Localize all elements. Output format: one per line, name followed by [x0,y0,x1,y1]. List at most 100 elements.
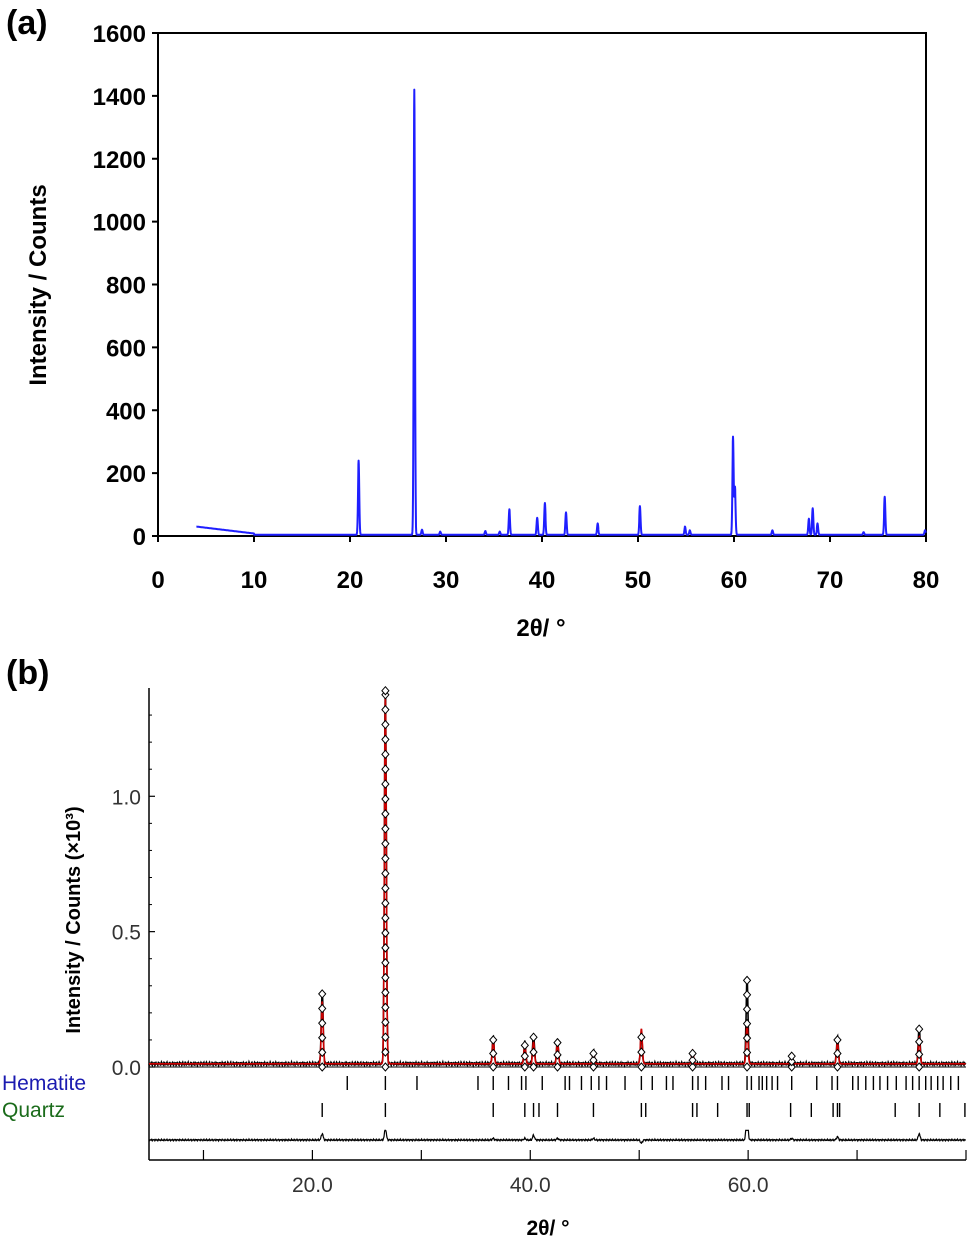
panel-b-difference-curve [148,1129,967,1144]
observed-point-marker [381,764,390,774]
panel-b-x-axis-label: 2θ/ ° [526,1217,569,1240]
observed-point-marker [381,987,390,998]
x-tick-label: 30 [433,567,460,594]
observed-point-marker [637,1032,646,1042]
observed-point-marker [553,1050,562,1060]
observed-point-marker [381,809,390,819]
y-tick-label: 0.0 [112,1057,141,1080]
x-tick-label: 80 [913,567,940,594]
observed-point-marker [637,1047,646,1057]
observed-point-marker [529,1047,538,1057]
observed-point-marker [381,749,390,760]
observed-point-marker [589,1062,598,1072]
y-tick-label: 1400 [93,84,146,111]
panel-a-y-axis-label: Intensity / Counts [25,184,52,385]
observed-point-marker [520,1051,529,1061]
observed-point-marker [381,719,390,730]
observed-point-marker [520,1040,529,1051]
panel-b-observed-line [148,687,967,1069]
x-tick-label: 0 [151,567,164,594]
observed-point-marker [833,1062,842,1072]
x-tick-label: 20.0 [292,1174,333,1197]
x-tick-label: 20 [337,567,364,594]
y-tick-label: 800 [106,273,146,300]
y-tick-label: 1000 [93,210,146,237]
observed-point-marker [742,1018,752,1029]
observed-point-marker [529,1032,538,1042]
panel-b: (b) 0.0 0.5 1.0 20.0 40.0 60.0 Hematite Quar… [2,654,967,1240]
observed-point-marker [489,1048,498,1059]
observed-point-marker [742,1004,752,1015]
y-tick-label: 600 [106,335,146,362]
y-tick-label: 200 [106,461,146,488]
phase-label-hematite: Hematite [2,1072,86,1095]
x-tick-label: 50 [625,567,652,594]
observed-point-marker [381,1062,390,1072]
x-tick-label: 10 [241,567,268,594]
observed-point-marker [381,704,390,715]
observed-point-marker [318,1018,327,1028]
observed-point-marker [742,1047,752,1058]
observed-point-marker [381,883,390,894]
panel-a: (a) 0 200 400 600 800 1000 1200 1400 1600 0 10 20 3… [6,4,939,642]
x-tick-label: 60 [721,567,748,594]
observed-point-marker [318,1003,327,1014]
observed-point-marker [589,1048,598,1059]
observed-point-marker [381,1032,390,1042]
observed-point-marker [914,1036,924,1047]
panel-b-observed-markers [318,685,924,1072]
observed-point-marker [742,990,752,1000]
phase-label-quartz: Quartz [2,1099,65,1122]
observed-point-marker [318,989,327,999]
observed-point-marker [914,1024,924,1034]
observed-point-marker [381,958,390,968]
observed-point-marker [318,1062,327,1072]
x-tick-label: 40.0 [510,1174,551,1197]
observed-point-marker [787,1051,796,1061]
panel-a-x-ticks: 0 10 20 30 40 50 60 70 80 [151,536,939,594]
observed-point-marker [381,779,390,789]
observed-point-marker [381,685,390,696]
y-tick-label: 400 [106,398,146,425]
observed-point-marker [381,943,390,953]
observed-point-marker [381,1017,390,1028]
y-tick-label: 0 [133,524,146,551]
observed-point-marker [742,1033,752,1043]
observed-point-marker [529,1062,538,1072]
panel-b-calculated-line [149,698,966,1065]
panel-b-label: (b) [6,654,49,692]
observed-point-marker [489,1062,498,1072]
y-tick-label: 1200 [93,147,146,174]
observed-point-marker [381,972,390,983]
observed-point-marker [489,1035,498,1045]
observed-point-marker [742,1062,752,1072]
observed-point-marker [381,853,390,864]
panel-b-y-axis-label: Intensity / Counts (×10³) [63,806,85,1033]
observed-point-marker [742,975,752,986]
panel-a-x-axis-label: 2θ/ ° [516,615,565,642]
x-tick-label: 40 [529,567,556,594]
observed-point-marker [381,1047,390,1057]
observed-point-marker [637,1062,646,1072]
observed-point-marker [553,1037,562,1048]
panel-b-y-ticks: 0.0 0.5 1.0 [112,714,155,1080]
observed-point-marker [688,1048,697,1059]
panel-a-label: (a) [6,4,48,42]
panel-a-y-ticks: 0 200 400 600 800 1000 1200 1400 1600 [93,21,158,551]
observed-point-marker [381,838,390,849]
y-tick-label: 1.0 [112,786,141,809]
observed-point-marker [381,794,390,804]
panel-b-x-ticks: 20.0 40.0 60.0 [202,1150,967,1197]
y-tick-label: 0.5 [112,922,141,945]
y-tick-label: 1600 [93,21,146,48]
observed-point-marker [318,1047,327,1058]
observed-point-marker [381,928,390,938]
x-tick-label: 60.0 [728,1174,769,1197]
panel-a-frame [157,32,927,537]
observed-point-marker [381,868,390,879]
observed-point-marker [833,1048,842,1059]
observed-point-marker [381,1002,390,1013]
observed-point-marker [688,1055,697,1065]
observed-point-marker [381,898,390,908]
